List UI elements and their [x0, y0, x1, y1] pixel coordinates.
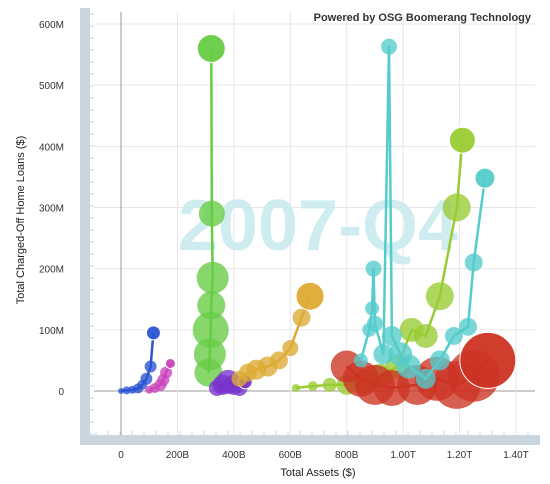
bubble-point[interactable] [442, 193, 471, 222]
bubble-point[interactable] [366, 315, 383, 332]
series-trail [330, 331, 517, 409]
bubble-point[interactable] [144, 360, 157, 373]
series-trail [231, 281, 325, 387]
bubble-point[interactable] [322, 377, 337, 392]
bubble-point[interactable] [444, 326, 463, 345]
axis-band [80, 8, 540, 445]
x-tick-label: 0 [118, 450, 124, 461]
bubble-point[interactable] [164, 357, 176, 369]
bubble-point[interactable] [198, 200, 225, 227]
bubble-point[interactable] [459, 317, 478, 336]
bubble-point[interactable] [353, 353, 368, 368]
y-tick-label: 0 [58, 387, 64, 398]
y-tick-label: 500M [39, 81, 64, 92]
bubble-point[interactable] [282, 340, 299, 357]
bubble-point[interactable] [381, 38, 398, 55]
powered-by-label: Powered by OSG Boomerang Technology [314, 12, 532, 24]
x-tick-label: 400B [222, 450, 246, 461]
bubble-point[interactable] [196, 33, 226, 63]
bubble-point[interactable] [474, 167, 496, 189]
bubble-point[interactable] [295, 281, 325, 311]
series-trail [118, 325, 161, 395]
bubble-point[interactable] [429, 350, 450, 371]
bubble-point[interactable] [381, 325, 402, 346]
bubble-point[interactable] [425, 282, 454, 311]
x-tick-label: 1.00T [390, 450, 416, 461]
tick-labels: 0 100M 200M 300M 400M 500M 600M 0 200B 400B 600B 80… [39, 20, 529, 461]
bubble-point[interactable] [197, 291, 226, 320]
bubble-point[interactable] [365, 260, 382, 277]
bubble-point[interactable] [118, 388, 124, 394]
y-axis-title: Total Charged-Off Home Loans ($) [15, 136, 27, 305]
x-tick-label: 1.40T [503, 450, 529, 461]
y-tick-label: 400M [39, 142, 64, 153]
y-tick-label: 200M [39, 265, 64, 276]
bubble-point[interactable] [160, 366, 173, 379]
bubble-point[interactable] [373, 344, 394, 365]
bubble-point[interactable] [192, 311, 229, 348]
x-axis-title: Total Assets ($) [280, 467, 355, 479]
x-tick-label: 1.20T [447, 450, 473, 461]
bubble-point[interactable] [145, 325, 161, 341]
x-tick-label: 800B [335, 450, 359, 461]
series-layer [118, 33, 517, 409]
bubble-point[interactable] [459, 331, 517, 389]
y-axis-band [80, 8, 90, 445]
bubble-point[interactable] [196, 261, 229, 294]
x-axis-band [80, 435, 540, 445]
bubble-point[interactable] [307, 381, 318, 392]
bubble-point[interactable] [270, 351, 288, 370]
y-tick-label: 100M [39, 326, 64, 337]
x-tick-label: 200B [166, 450, 190, 461]
bubble-point[interactable] [415, 368, 436, 389]
y-tick-label: 300M [39, 204, 64, 215]
bubble-point[interactable] [140, 372, 153, 385]
bubble-point[interactable] [365, 301, 380, 316]
bubble-point[interactable] [413, 323, 438, 348]
y-tick-label: 600M [39, 20, 64, 31]
bubble-point[interactable] [396, 354, 421, 379]
bubble-point[interactable] [464, 253, 483, 272]
period-watermark: 2007-Q4 [178, 186, 458, 266]
bubble-point[interactable] [448, 126, 476, 154]
bubble-point[interactable] [291, 383, 300, 392]
series-trail [353, 38, 496, 389]
x-tick-label: 600B [279, 450, 303, 461]
series-trail [145, 357, 176, 394]
bubble-point[interactable] [292, 308, 311, 327]
